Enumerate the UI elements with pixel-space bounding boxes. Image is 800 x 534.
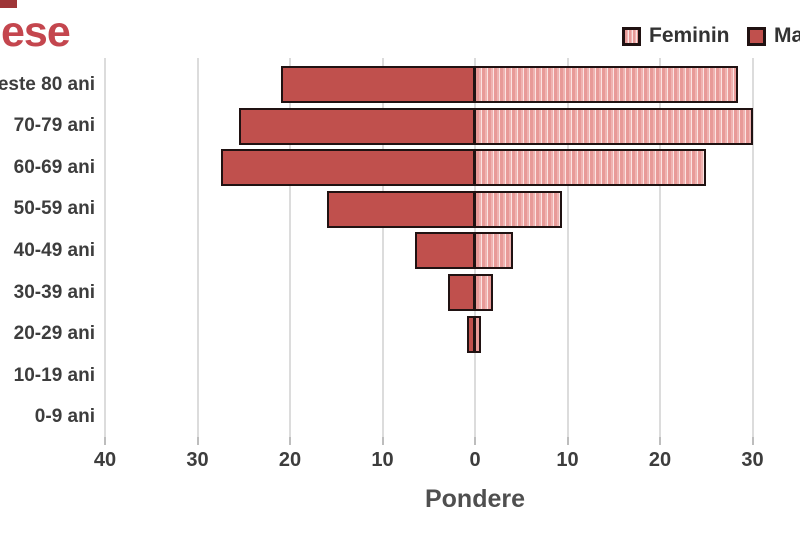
gridline <box>381 58 384 437</box>
y-axis-label: 50-59 ani <box>13 198 95 220</box>
x-tick-label: 0 <box>469 449 481 471</box>
bar-masculin-1 <box>239 107 475 145</box>
chart-title-fragment: ese <box>1 8 71 56</box>
y-axis-label: 30-39 ani <box>13 281 95 303</box>
bar-masculin-4 <box>414 232 475 270</box>
feminin-swatch-icon <box>622 26 641 46</box>
x-tick-label: 20 <box>648 449 672 471</box>
gridline <box>566 58 569 437</box>
y-axis-label: 60-69 ani <box>13 156 95 178</box>
bar-masculin-0 <box>280 66 475 103</box>
axis-tick <box>381 437 384 445</box>
gridline <box>751 58 754 437</box>
bar-masculin-5 <box>448 274 475 311</box>
axis-tick <box>104 437 106 445</box>
gridline <box>659 58 661 437</box>
axis-tick <box>289 437 291 445</box>
axis-tick <box>751 437 754 445</box>
bar-feminin-5 <box>474 274 493 311</box>
axis-tick <box>196 437 199 445</box>
legend-item-feminin: Feminin <box>622 24 730 48</box>
axis-tick <box>659 437 661 445</box>
masculin-swatch-icon <box>747 26 766 46</box>
bar-feminin-3 <box>474 190 562 228</box>
y-axis-label: 10-19 ani <box>13 364 95 386</box>
x-tick-label: 10 <box>556 449 579 471</box>
gridline <box>196 58 199 437</box>
y-axis-label: 0-9 ani <box>34 406 95 428</box>
x-tick-label: 30 <box>741 449 764 471</box>
legend-item-masculin: Ma <box>747 24 800 48</box>
x-axis-title: Pondere <box>424 485 526 513</box>
x-tick-label: 30 <box>186 449 209 471</box>
legend-label-masculin: Ma <box>774 24 800 47</box>
corner-red-artifact <box>0 0 17 8</box>
axis-tick <box>474 437 476 445</box>
bar-masculin-6 <box>466 315 475 353</box>
legend-label-feminin: Feminin <box>649 24 730 47</box>
bar-masculin-3 <box>327 190 475 228</box>
x-tick-label: 10 <box>371 449 394 471</box>
x-tick-label: 20 <box>278 449 302 471</box>
bar-feminin-2 <box>474 149 707 187</box>
y-axis-label: 20-29 ani <box>13 323 95 345</box>
bar-feminin-4 <box>474 232 513 270</box>
bar-feminin-1 <box>474 107 753 145</box>
y-axis-label: 70-79 ani <box>13 115 95 137</box>
bar-masculin-2 <box>220 149 475 187</box>
y-axis-label: este 80 ani <box>0 73 95 95</box>
axis-tick <box>566 437 569 445</box>
bar-feminin-0 <box>474 66 738 103</box>
gridline <box>104 58 106 437</box>
y-axis-label: 40-49 ani <box>13 239 95 261</box>
legend: Feminin Ma <box>0 0 800 60</box>
gridline <box>289 58 291 437</box>
bar-feminin-6 <box>474 315 482 353</box>
x-tick-label: 40 <box>93 449 117 471</box>
